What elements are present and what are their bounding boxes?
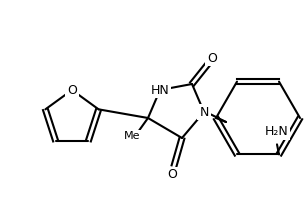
- Text: N: N: [199, 105, 209, 118]
- Text: H₂N: H₂N: [265, 125, 289, 138]
- Text: O: O: [207, 52, 217, 64]
- Text: O: O: [167, 169, 177, 181]
- Text: Me: Me: [124, 131, 140, 141]
- Text: O: O: [67, 84, 77, 97]
- Text: HN: HN: [151, 84, 169, 97]
